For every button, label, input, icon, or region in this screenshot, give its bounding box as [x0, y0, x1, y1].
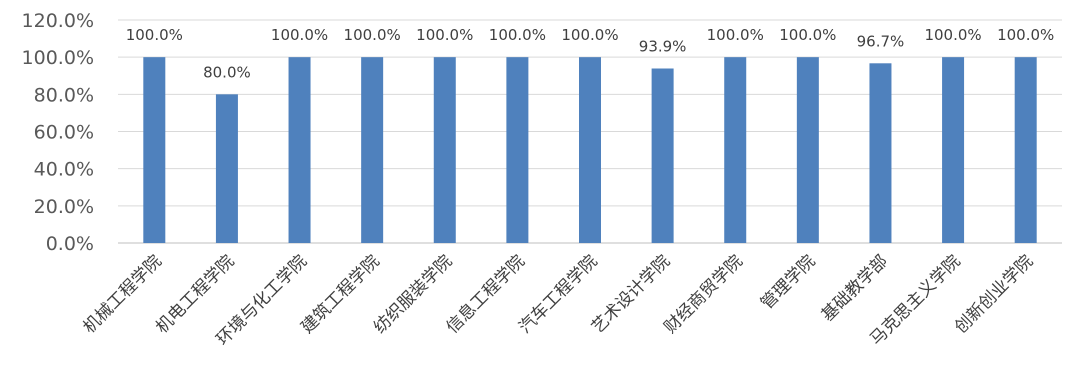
bar — [1014, 57, 1037, 243]
y-tick-label: 0.0% — [46, 233, 94, 255]
bar — [288, 57, 311, 243]
bar — [433, 57, 456, 243]
data-label: 93.9% — [639, 38, 687, 56]
bar — [506, 57, 529, 243]
data-label: 100.0% — [707, 26, 764, 44]
data-label: 96.7% — [857, 32, 905, 50]
y-tick-label: 80.0% — [34, 84, 94, 106]
y-tick-label: 20.0% — [34, 196, 94, 218]
data-label: 100.0% — [416, 26, 473, 44]
x-tick-label: 创新创业学院 — [951, 251, 1037, 337]
data-label: 80.0% — [203, 63, 251, 81]
bar — [651, 68, 674, 243]
bar — [143, 57, 166, 243]
data-label: 100.0% — [126, 26, 183, 44]
y-tick-label: 100.0% — [22, 47, 94, 69]
bars — [143, 57, 1037, 244]
x-tick-label: 财经商贸学院 — [660, 251, 746, 337]
y-tick-label: 120.0% — [22, 10, 94, 32]
y-tick-label: 60.0% — [34, 122, 94, 144]
data-label: 100.0% — [924, 26, 981, 44]
x-axis-tick-labels: 机械工程学院机电工程学院环境与化工学院建筑工程学院纺织服装学院信息工程学院汽车工… — [80, 251, 1038, 349]
data-labels: 100.0% 80.0% 100.0% 100.0% 100.0% 100.0% 100.0… — [126, 26, 1055, 81]
x-tick-label: 管理学院 — [757, 251, 819, 313]
x-tick-label: 基础教学部 — [818, 251, 892, 325]
y-tick-label: 40.0% — [34, 159, 94, 181]
bar — [579, 57, 601, 243]
bar — [215, 94, 238, 243]
bar — [361, 57, 384, 243]
bar — [796, 57, 819, 243]
bar — [724, 57, 747, 243]
data-label: 100.0% — [344, 26, 401, 44]
data-label: 100.0% — [561, 26, 618, 44]
y-axis-tick-labels: 0.0% 20.0% 40.0% 60.0% 80.0% 100.0% 120.0% — [22, 10, 94, 255]
data-label: 100.0% — [779, 26, 836, 44]
bar — [869, 63, 892, 244]
data-label: 100.0% — [489, 26, 546, 44]
bar — [942, 57, 965, 243]
data-label: 100.0% — [997, 26, 1054, 44]
data-label: 100.0% — [271, 26, 328, 44]
